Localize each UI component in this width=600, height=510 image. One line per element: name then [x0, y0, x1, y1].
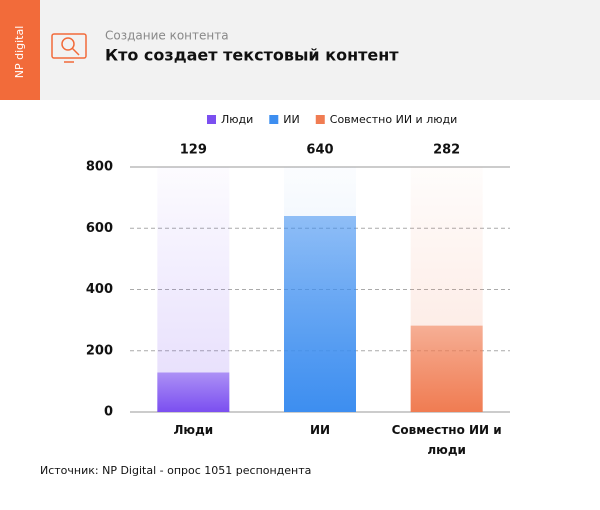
value-label: 640 — [306, 143, 333, 158]
brand-strip — [0, 0, 40, 100]
bar — [410, 325, 483, 412]
header-band — [0, 0, 600, 100]
value-label: 282 — [433, 143, 460, 158]
y-tick-label: 200 — [86, 343, 113, 358]
y-tick-label: 400 — [86, 282, 113, 297]
legend-label: Совместно ИИ и люди — [330, 113, 457, 126]
value-label: 129 — [180, 143, 207, 158]
x-tick-label: ИИ — [309, 423, 331, 437]
bar-background — [157, 167, 230, 412]
legend-label: Люди — [221, 113, 253, 126]
x-tick-label: Люди — [173, 423, 214, 437]
y-tick-label: 0 — [104, 405, 113, 420]
legend-swatch — [269, 115, 279, 124]
legend-label: ИИ — [283, 113, 299, 126]
legend-swatch — [207, 115, 216, 124]
source: Источник: NP Digital - опрос 1051 респон… — [40, 464, 311, 477]
y-tick-label: 800 — [86, 160, 113, 175]
chart-title: Кто создает текстовый контент — [105, 46, 399, 65]
x-tick-label: Совместно ИИ и люди — [391, 423, 502, 457]
brand: NP digital — [13, 26, 26, 79]
bar — [157, 372, 230, 412]
bar — [284, 216, 356, 412]
icon — [51, 33, 87, 63]
subtitle: Создание контента — [105, 29, 229, 43]
y-tick-label: 600 — [86, 221, 113, 236]
legend-swatch — [315, 115, 325, 124]
